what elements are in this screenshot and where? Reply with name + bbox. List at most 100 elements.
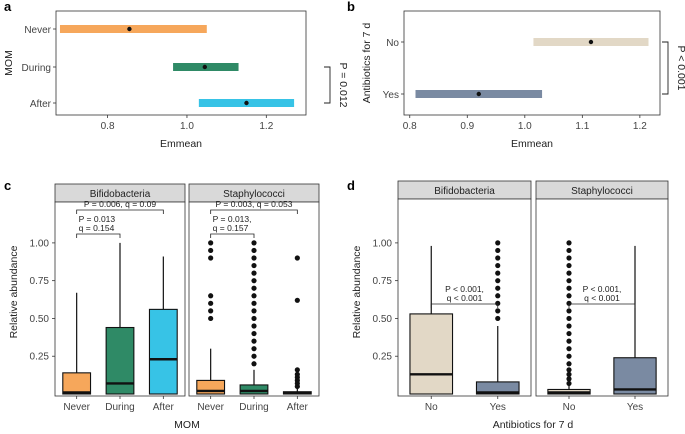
outlier-point bbox=[251, 323, 257, 329]
annotation-bracket bbox=[210, 209, 298, 214]
ytick-label: 0.50 bbox=[373, 314, 393, 325]
xtick-label: During bbox=[239, 402, 268, 413]
y-axis-title: Relative abundance bbox=[8, 245, 20, 338]
estimate-point-no bbox=[588, 39, 594, 45]
xtick-label: After bbox=[153, 402, 175, 413]
xtick-label: 0.8 bbox=[403, 121, 417, 132]
annotation-bracket bbox=[210, 233, 255, 238]
outlier-point bbox=[495, 240, 501, 246]
x-axis-title: Antibiotics for 7 d bbox=[493, 419, 574, 431]
box-during bbox=[239, 240, 269, 395]
outlier-point bbox=[495, 255, 501, 261]
xtick-label: 1.1 bbox=[575, 121, 589, 132]
outlier-point bbox=[251, 346, 257, 352]
annotation-bracket bbox=[76, 233, 121, 238]
panel-c: 0.25 0.50 0.75 1.00 Relative abundance Bifido… bbox=[8, 183, 320, 431]
panel-a: Never During After 0.8 1.0 1.2 Emmean MOM P = 0.… bbox=[3, 10, 349, 150]
annotation-bracket bbox=[76, 209, 164, 214]
facet-staphylococci: Staphylococci Never During After P = 0.003, … bbox=[188, 183, 320, 413]
xtick-label: 1.2 bbox=[259, 121, 273, 132]
ytick-label-during: During bbox=[22, 63, 51, 74]
outlier-point bbox=[566, 376, 572, 382]
outlier-point bbox=[566, 308, 572, 314]
significance-bracket bbox=[324, 66, 331, 104]
outlier-point bbox=[251, 338, 257, 344]
outlier-point bbox=[251, 285, 257, 291]
box-after bbox=[282, 255, 312, 395]
facet-strip-label: Bifidobacteria bbox=[90, 189, 151, 200]
bracket-pvalue: P = 0.012 bbox=[337, 62, 349, 107]
xtick-label: Yes bbox=[490, 402, 506, 413]
annotation-text: q < 0.001 bbox=[584, 293, 620, 303]
outlier-point bbox=[251, 330, 257, 337]
xtick-label: Yes bbox=[627, 402, 643, 413]
box-no bbox=[547, 240, 591, 395]
xtick-label: 1.0 bbox=[518, 121, 532, 132]
outlier-point bbox=[566, 323, 572, 329]
annotation-text: P = 0.003, q = 0.053 bbox=[216, 199, 293, 209]
outlier-point bbox=[566, 255, 572, 261]
xtick-label: During bbox=[105, 402, 134, 413]
box-body bbox=[148, 308, 178, 395]
xtick-label: After bbox=[287, 402, 309, 413]
annotation-bracket bbox=[430, 303, 499, 308]
x-axis-title: Emmean bbox=[160, 138, 202, 150]
ytick-label: 1.00 bbox=[30, 238, 50, 249]
ytick-label-no: No bbox=[386, 38, 399, 49]
outlier-point bbox=[495, 293, 501, 299]
box-yes bbox=[613, 245, 657, 395]
outlier-point bbox=[566, 338, 572, 344]
significance-bracket bbox=[662, 41, 669, 95]
estimate-point-never bbox=[127, 26, 132, 32]
box-body bbox=[239, 384, 269, 395]
outlier-point bbox=[251, 278, 257, 284]
outlier-point bbox=[566, 315, 572, 322]
outlier-point bbox=[566, 300, 572, 306]
facet-staphylococci: Staphylococci No Yes P < 0.001,q < 0.001 bbox=[535, 180, 669, 413]
xtick-label: No bbox=[563, 402, 576, 413]
outlier-point bbox=[495, 285, 501, 291]
outlier-point bbox=[208, 293, 214, 299]
estimate-point-during bbox=[202, 64, 208, 70]
box-never bbox=[62, 292, 92, 395]
annotation-text: P = 0.013 bbox=[79, 214, 116, 224]
outlier-point bbox=[294, 367, 300, 373]
xtick-label: 1.0 bbox=[180, 121, 194, 132]
outlier-point bbox=[251, 361, 257, 367]
annotation-text: P = 0.013, bbox=[213, 214, 252, 224]
outlier-point bbox=[251, 353, 257, 359]
outlier-point bbox=[566, 278, 572, 284]
annotation-text: P < 0.001, bbox=[583, 284, 622, 294]
x-axis-title: Emmean bbox=[511, 138, 553, 150]
box-body bbox=[613, 357, 657, 395]
outlier-point bbox=[251, 308, 257, 314]
box-body bbox=[409, 313, 454, 395]
outlier-point bbox=[251, 240, 257, 246]
ci-bar-never bbox=[59, 25, 207, 33]
annotation-text: q = 0.157 bbox=[213, 223, 249, 233]
panel-label-c: c bbox=[4, 178, 11, 193]
outlier-point bbox=[495, 300, 501, 306]
outlier-point bbox=[294, 297, 300, 303]
box-never bbox=[196, 240, 226, 395]
estimate-point-yes bbox=[476, 91, 481, 97]
annotation-bracket bbox=[568, 303, 636, 308]
panel-d: 0.25 0.50 0.75 1.00 Relative abundance Bifido… bbox=[351, 180, 669, 431]
outlier-point bbox=[208, 300, 214, 306]
outlier-point bbox=[294, 255, 300, 261]
bracket-pvalue: P < 0.001 bbox=[675, 45, 685, 90]
estimate-point-after bbox=[244, 100, 249, 106]
panel-label-b: b bbox=[347, 0, 355, 14]
outlier-point bbox=[208, 315, 214, 322]
panel-label-a: a bbox=[4, 0, 12, 14]
box-body bbox=[62, 372, 92, 395]
ytick-label-after: After bbox=[30, 99, 52, 110]
ytick-label: 0.75 bbox=[373, 276, 393, 287]
ytick-label: 0.25 bbox=[30, 352, 50, 363]
outlier-point bbox=[566, 380, 572, 387]
outlier-point bbox=[566, 247, 572, 254]
outlier-point bbox=[566, 270, 572, 276]
outlier-point bbox=[495, 247, 501, 254]
outlier-point bbox=[251, 293, 257, 299]
